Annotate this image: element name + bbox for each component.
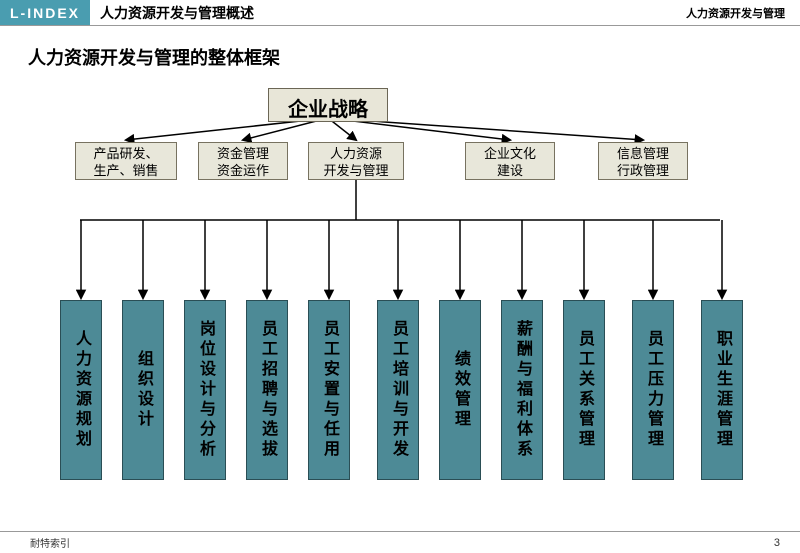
header-subtitle: 人力资源开发与管理 (686, 5, 785, 21)
leaf-node-6: 绩效管理 (439, 300, 481, 480)
mid-node-3: 企业文化建设 (465, 142, 555, 180)
logo-badge: L-INDEX (0, 0, 90, 25)
org-chart: 企业战略产品研发、生产、销售资金管理资金运作人力资源开发与管理 企业文化建设 信息管… (0, 70, 800, 510)
footer-source: 耐特索引 (30, 535, 70, 550)
mid-node-0: 产品研发、生产、销售 (75, 142, 177, 180)
root-node: 企业战略 (268, 88, 388, 122)
leaf-node-2: 岗位设计与分析 (184, 300, 226, 480)
header: L-INDEX 人力资源开发与管理概述 人力资源开发与管理 (0, 0, 800, 26)
leaf-node-1: 组织设计 (122, 300, 164, 480)
leaf-node-8: 员工关系管理 (563, 300, 605, 480)
mid-node-4: 信息管理行政管理 (598, 142, 688, 180)
leaf-node-5: 员工培训与开发 (377, 300, 419, 480)
leaf-node-3: 员工招聘与选拔 (246, 300, 288, 480)
mid-node-1: 资金管理资金运作 (198, 142, 288, 180)
leaf-node-9: 员工压力管理 (632, 300, 674, 480)
footer: 耐特索引 3 (0, 531, 800, 553)
leaf-node-0: 人力资源规划 (60, 300, 102, 480)
mid-node-2: 人力资源开发与管理 (308, 142, 404, 180)
leaf-node-7: 薪酬与福利体系 (501, 300, 543, 480)
header-title: 人力资源开发与管理概述 (100, 3, 254, 23)
leaf-node-10: 职业生涯管理 (701, 300, 743, 480)
leaf-node-4: 员工安置与任用 (308, 300, 350, 480)
slide-title: 人力资源开发与管理的整体框架 (28, 44, 800, 70)
page-number: 3 (774, 537, 780, 549)
